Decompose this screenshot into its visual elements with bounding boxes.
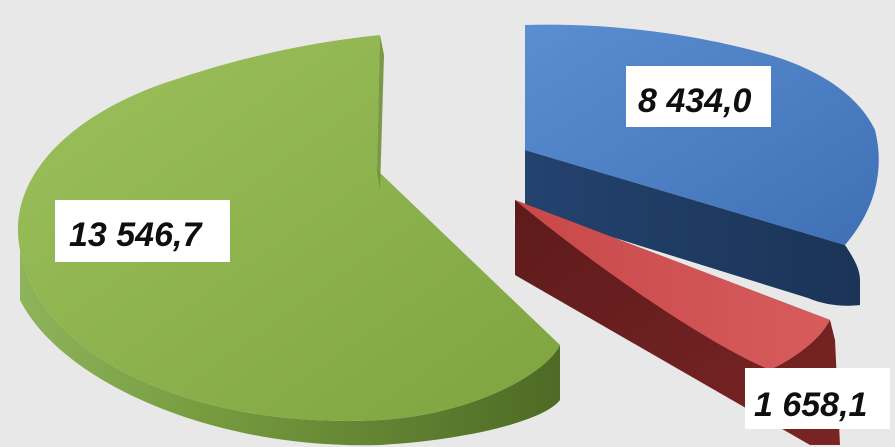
data-label-1: 8 434,0 — [626, 66, 771, 127]
pie-slice-1 — [525, 24, 879, 306]
data-label-2-text: 1 658,1 — [754, 386, 867, 424]
data-label-0-text: 13 546,7 — [69, 216, 203, 254]
pie-slice-0 — [17, 35, 561, 446]
data-label-1-box — [626, 66, 771, 127]
pie-slice-0-side — [20, 250, 560, 446]
data-label-1-text: 8 434,0 — [638, 82, 752, 120]
data-label-2-box — [745, 368, 890, 429]
pie-slice-1-top — [525, 24, 879, 245]
pie-slice-0-inner-side — [377, 35, 384, 190]
pie-slice-1-side — [525, 150, 860, 306]
data-label-0: 13 546,7 — [55, 200, 230, 262]
pie-slice-2-top — [515, 200, 830, 370]
data-label-0-box — [55, 200, 230, 262]
pie-slice-0-top — [17, 35, 561, 421]
data-label-2: 1 658,1 — [745, 368, 890, 429]
